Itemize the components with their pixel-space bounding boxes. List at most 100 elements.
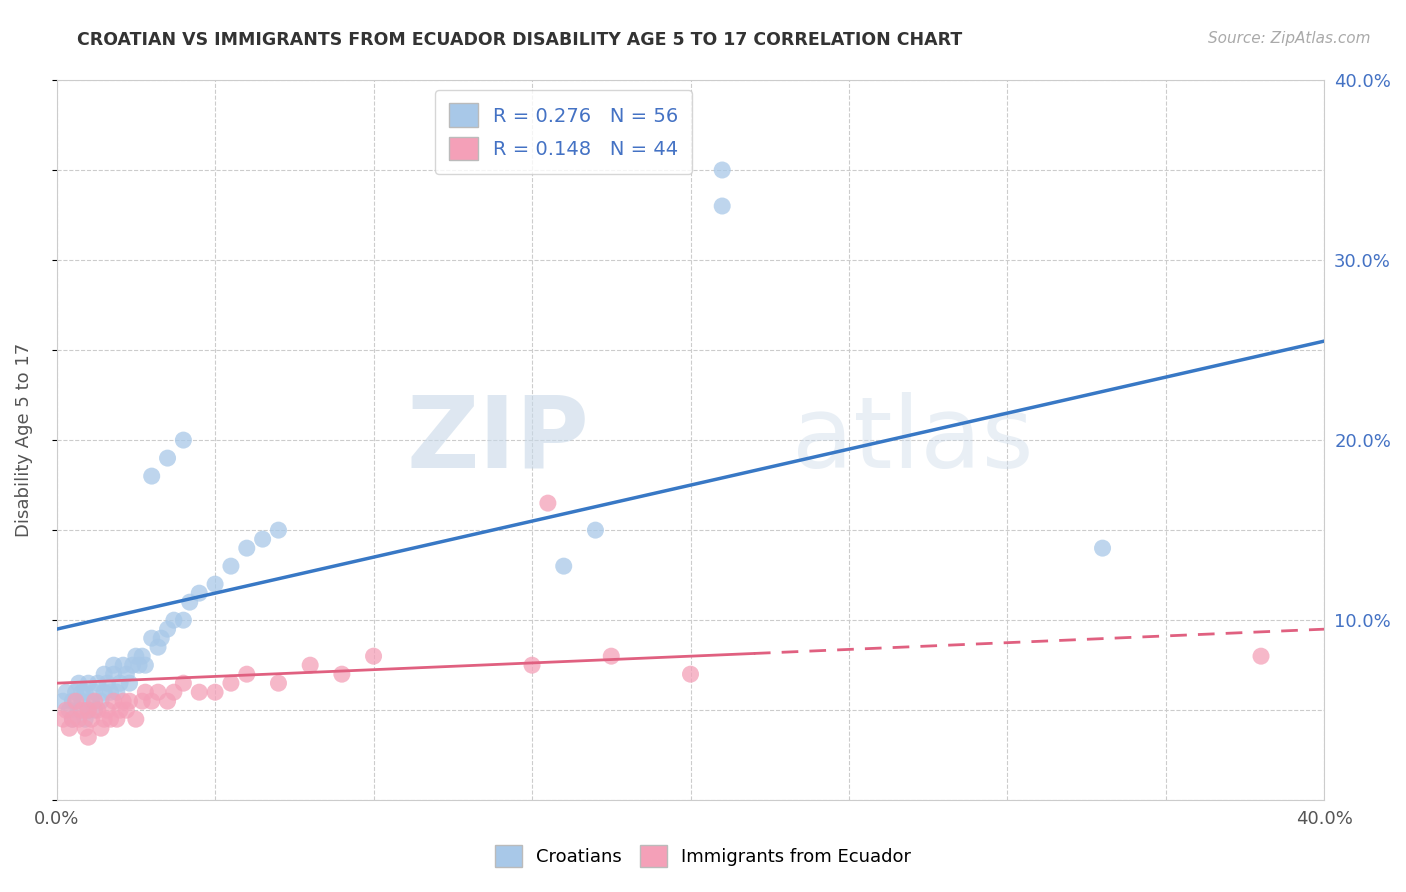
- Point: [83, 685, 105, 699]
- Point: [103, 667, 125, 681]
- Point: [112, 658, 135, 673]
- Point: [163, 685, 186, 699]
- Point: [96, 676, 118, 690]
- Point: [70, 685, 93, 699]
- Y-axis label: Disability Age 5 to 17: Disability Age 5 to 17: [15, 343, 32, 537]
- Point: [121, 658, 143, 673]
- Point: [299, 658, 322, 673]
- Point: [93, 667, 115, 681]
- Point: [77, 703, 100, 717]
- Text: Source: ZipAtlas.com: Source: ZipAtlas.com: [1208, 31, 1371, 46]
- Point: [77, 730, 100, 744]
- Point: [188, 586, 211, 600]
- Point: [118, 694, 141, 708]
- Point: [128, 658, 150, 673]
- Point: [87, 703, 110, 717]
- Point: [156, 451, 179, 466]
- Point: [1091, 541, 1114, 556]
- Point: [103, 658, 125, 673]
- Point: [80, 694, 103, 708]
- Point: [711, 163, 734, 178]
- Point: [65, 685, 87, 699]
- Point: [52, 712, 75, 726]
- Point: [179, 595, 201, 609]
- Point: [62, 712, 84, 726]
- Point: [100, 685, 122, 699]
- Point: [75, 712, 97, 726]
- Point: [96, 703, 118, 717]
- Point: [330, 667, 353, 681]
- Point: [87, 676, 110, 690]
- Point: [67, 712, 90, 726]
- Point: [67, 703, 90, 717]
- Point: [163, 613, 186, 627]
- Point: [134, 685, 156, 699]
- Point: [75, 685, 97, 699]
- Point: [146, 685, 169, 699]
- Point: [70, 694, 93, 708]
- Point: [252, 532, 274, 546]
- Point: [537, 496, 560, 510]
- Point: [105, 685, 128, 699]
- Point: [219, 676, 242, 690]
- Text: atlas: atlas: [792, 392, 1033, 489]
- Point: [77, 703, 100, 717]
- Point: [131, 649, 153, 664]
- Legend: R = 0.276   N = 56, R = 0.148   N = 44: R = 0.276 N = 56, R = 0.148 N = 44: [434, 90, 692, 174]
- Point: [62, 694, 84, 708]
- Point: [219, 559, 242, 574]
- Point: [115, 703, 138, 717]
- Point: [70, 703, 93, 717]
- Point: [125, 649, 148, 664]
- Point: [141, 631, 163, 645]
- Point: [90, 694, 112, 708]
- Point: [131, 694, 153, 708]
- Point: [115, 667, 138, 681]
- Point: [65, 694, 87, 708]
- Text: CROATIAN VS IMMIGRANTS FROM ECUADOR DISABILITY AGE 5 TO 17 CORRELATION CHART: CROATIAN VS IMMIGRANTS FROM ECUADOR DISA…: [77, 31, 963, 49]
- Point: [141, 469, 163, 483]
- Point: [80, 712, 103, 726]
- Point: [52, 694, 75, 708]
- Point: [112, 694, 135, 708]
- Point: [1250, 649, 1272, 664]
- Point: [267, 676, 290, 690]
- Point: [172, 433, 194, 447]
- Point: [583, 523, 606, 537]
- Point: [146, 640, 169, 655]
- Point: [188, 685, 211, 699]
- Point: [204, 685, 226, 699]
- Point: [150, 631, 173, 645]
- Point: [105, 712, 128, 726]
- Point: [156, 622, 179, 636]
- Legend: Croatians, Immigrants from Ecuador: Croatians, Immigrants from Ecuador: [488, 838, 918, 874]
- Point: [90, 721, 112, 735]
- Point: [204, 577, 226, 591]
- Point: [100, 712, 122, 726]
- Point: [156, 694, 179, 708]
- Point: [172, 613, 194, 627]
- Point: [600, 649, 623, 664]
- Point: [118, 676, 141, 690]
- Point: [83, 694, 105, 708]
- Point: [55, 703, 77, 717]
- Point: [553, 559, 575, 574]
- Point: [267, 523, 290, 537]
- Point: [363, 649, 385, 664]
- Point: [83, 703, 105, 717]
- Point: [93, 685, 115, 699]
- Point: [236, 541, 259, 556]
- Point: [172, 676, 194, 690]
- Point: [77, 676, 100, 690]
- Point: [58, 703, 80, 717]
- Point: [55, 685, 77, 699]
- Point: [711, 199, 734, 213]
- Point: [62, 712, 84, 726]
- Point: [125, 712, 148, 726]
- Point: [67, 676, 90, 690]
- Point: [108, 676, 131, 690]
- Point: [679, 667, 702, 681]
- Point: [141, 694, 163, 708]
- Point: [58, 721, 80, 735]
- Point: [520, 658, 543, 673]
